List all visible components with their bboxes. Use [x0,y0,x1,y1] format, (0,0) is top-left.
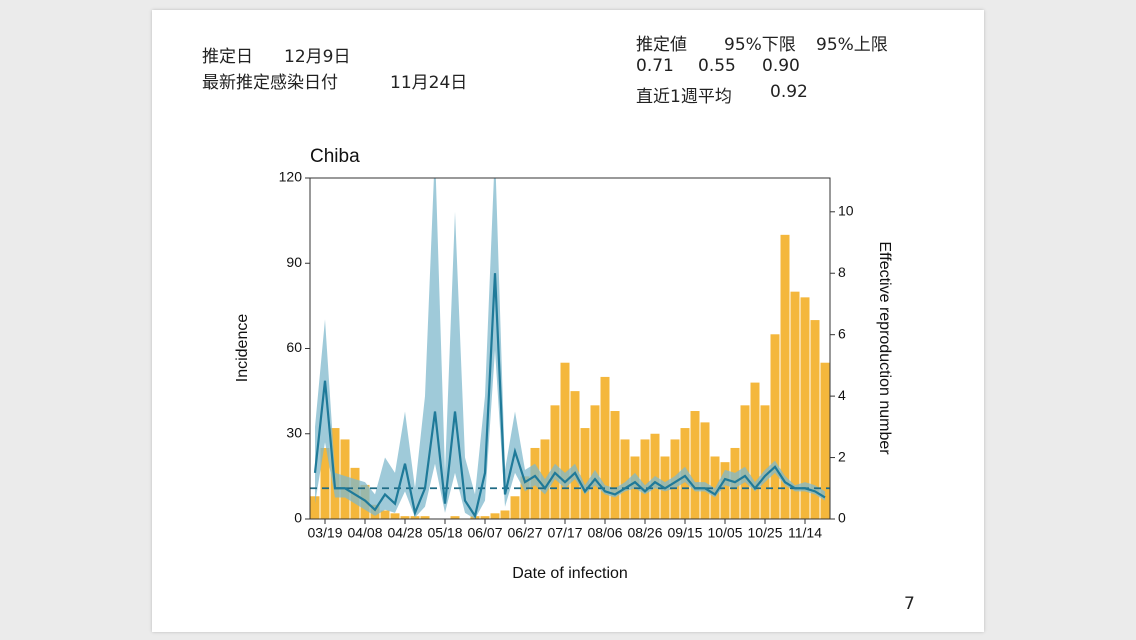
bar [380,510,390,519]
y-tick-label: 60 [286,339,302,355]
bar [640,439,650,519]
bar [400,516,410,519]
date-label: 推定日 [202,47,253,67]
bar [750,382,760,519]
y-tick-label: 120 [279,169,303,185]
x-tick-label: 06/27 [507,525,542,541]
page-number: 7 [904,594,915,614]
bar [810,320,820,519]
x-tick-label: 03/19 [307,525,342,541]
bar [490,513,500,519]
x-tick-label: 08/26 [627,525,662,541]
y2-tick-label: 0 [838,510,846,526]
bar [790,291,800,519]
x-tick-label: 04/28 [387,525,422,541]
y2-tick-label: 6 [838,325,846,341]
bar [570,391,580,519]
bar [700,422,710,519]
date: 12月9日 [284,47,351,67]
table-header: 95%下限 [724,35,796,55]
bar [410,516,420,519]
table-cell: 0.55 [698,56,736,76]
table-header: 95%上限 [816,35,888,55]
x-tick-label: 08/06 [587,525,622,541]
bar [600,376,610,519]
bar [320,447,330,519]
bar [310,496,320,519]
bar [480,516,490,519]
bar [520,476,530,519]
y2-axis-label: Effective reproduction number [876,241,893,455]
x-tick-label: 10/05 [707,525,742,541]
bar [390,513,400,519]
x-axis-label: Date of infection [512,565,628,582]
latest-label: 最新推定感染日付 [202,73,338,93]
bar [760,405,770,519]
bar [800,297,810,519]
bar [620,439,630,519]
x-tick-label: 06/07 [467,525,502,541]
x-tick-label: 10/25 [747,525,782,541]
bar [740,405,750,519]
x-tick-label: 09/15 [667,525,702,541]
latest: 11月24日 [390,73,468,93]
y2-tick-label: 2 [838,448,846,464]
y-tick-label: 0 [294,510,302,526]
x-tick-label: 05/18 [427,525,462,541]
bar [420,516,430,519]
bar [820,362,830,519]
x-tick-label: 07/17 [547,525,582,541]
bar [550,405,560,519]
bar [500,510,510,519]
y2-tick-label: 8 [838,264,846,280]
bar [580,428,590,519]
table-header: 推定値 [636,35,687,55]
y2-tick-label: 10 [838,202,854,218]
bar [510,496,520,519]
y-tick-label: 90 [286,254,302,270]
bar [610,411,620,519]
bar [770,334,780,519]
y-tick-label: 30 [286,424,302,440]
bar [450,516,460,519]
chart-title: Chiba [310,146,360,167]
bar [560,362,570,519]
bar [690,411,700,519]
x-tick-label: 11/14 [788,525,822,541]
slide: 推定日 12月9日 最新推定感染日付 11月24日 推定値 95%下限 95%上… [152,10,984,632]
y2-tick-label: 4 [838,387,846,403]
plot-area [310,178,830,519]
weekly-label: 直近1週平均 [636,87,732,107]
r-line [313,273,826,519]
bar [780,234,790,519]
table-cell: 0.71 [636,56,674,76]
bar [710,456,720,519]
confidence-band [315,178,825,519]
table-cell: 0.90 [762,56,800,76]
bar [590,405,600,519]
x-tick-label: 04/08 [347,525,382,541]
weekly: 0.92 [770,82,808,102]
bar [720,462,730,519]
y-axis-label: Incidence [234,314,251,383]
